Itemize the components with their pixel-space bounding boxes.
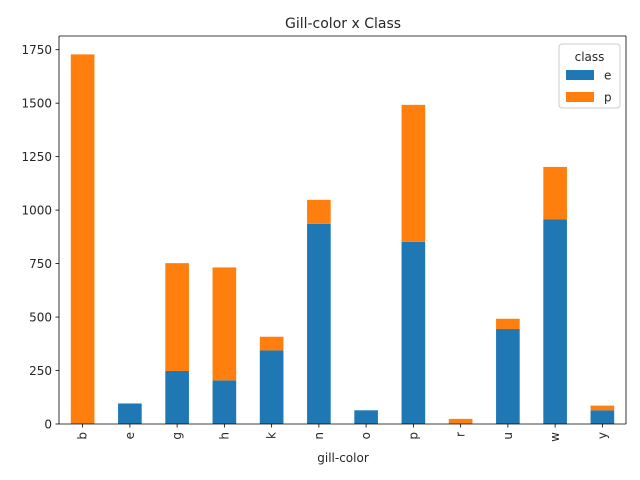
bar-e-e <box>118 403 142 424</box>
bar-g-p <box>165 263 189 371</box>
bar-g-e <box>165 370 189 424</box>
bar-h-p <box>212 267 237 381</box>
bar-b-p <box>70 54 95 424</box>
x-tick-label: o <box>359 432 373 439</box>
x-tick-label: y <box>595 432 609 439</box>
bar-k-p <box>259 336 284 351</box>
x-axis-title: gill-color <box>317 451 369 465</box>
legend: class ep <box>558 43 621 109</box>
y-tick-label: 1250 <box>21 150 52 164</box>
bar-u-e <box>496 329 520 424</box>
legend-title: class <box>575 50 605 64</box>
x-tick-label: b <box>76 432 90 440</box>
bar-w-p <box>543 166 567 220</box>
bar-r-p <box>448 418 473 424</box>
bars-group <box>70 54 615 424</box>
chart-title: Gill-color x Class <box>285 16 401 32</box>
x-tick-label: w <box>548 432 562 442</box>
x-tick-label: r <box>454 432 468 437</box>
bar-p-e <box>401 241 426 424</box>
y-tick-label: 1750 <box>21 43 52 57</box>
bar-u-p <box>496 318 520 330</box>
x-tick-label: k <box>265 432 279 439</box>
y-tick-label: 500 <box>29 311 52 325</box>
y-tick-label: 250 <box>29 364 52 378</box>
bar-o-e <box>354 410 378 424</box>
legend-label-p: p <box>604 91 612 105</box>
bar-n-p <box>307 199 331 224</box>
x-tick-label: e <box>123 432 137 439</box>
y-tick-label: 750 <box>29 257 52 271</box>
bar-n-e <box>307 223 331 424</box>
bar-h-e <box>212 380 237 424</box>
x-tick-label: g <box>170 432 184 440</box>
y-tick-label: 0 <box>44 418 52 432</box>
axes-group: 0 250 500 750 1000 1250 1500 1750 b e g h k n o p r u w y <box>21 35 627 442</box>
x-tick-label: p <box>406 432 420 440</box>
x-tick-label: u <box>501 432 515 440</box>
legend-label-e: e <box>604 69 611 83</box>
bar-y-p <box>590 405 615 411</box>
y-tick-label: 1500 <box>21 97 52 111</box>
legend-swatch-p <box>566 92 594 102</box>
bar-w-e <box>543 219 567 424</box>
y-tick-label: 1000 <box>21 204 52 218</box>
bar-k-e <box>259 350 284 424</box>
bar-y-e <box>590 410 615 424</box>
legend-swatch-e <box>566 70 594 80</box>
bar-p-p <box>401 104 426 242</box>
x-tick-label: n <box>312 432 326 440</box>
x-tick-label: h <box>217 432 231 440</box>
